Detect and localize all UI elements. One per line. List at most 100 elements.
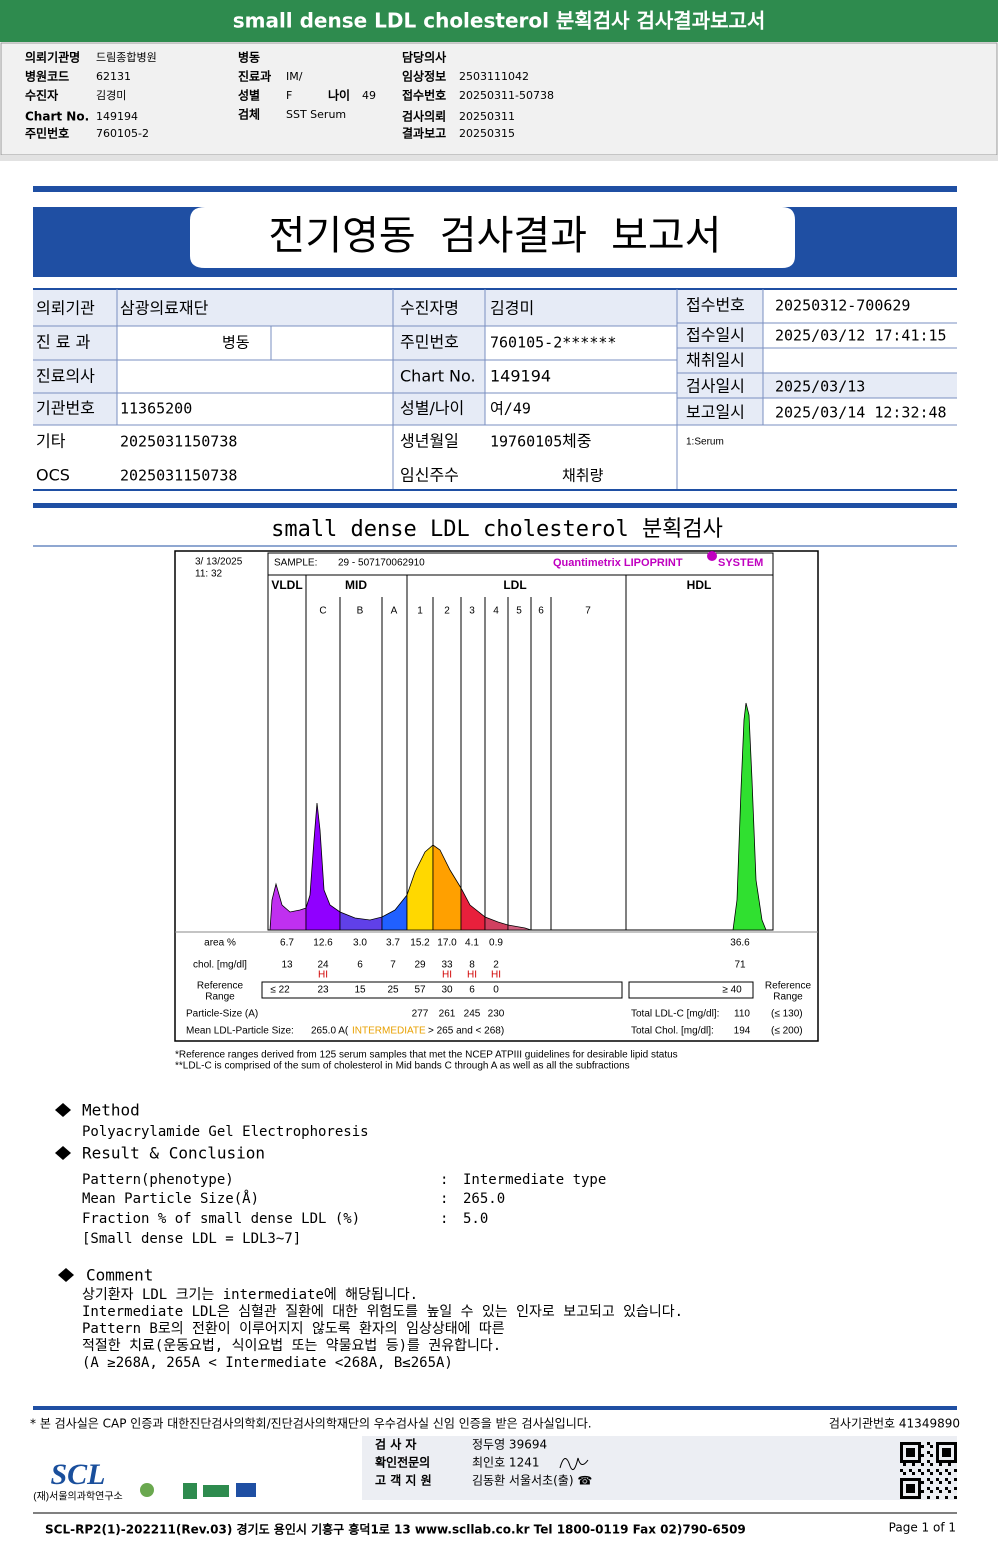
qr-module bbox=[954, 1496, 957, 1499]
reference-value: 25 bbox=[387, 985, 399, 996]
qr-module bbox=[954, 1487, 957, 1490]
qr-module bbox=[912, 1472, 915, 1475]
qr-module bbox=[939, 1490, 942, 1493]
qr-module bbox=[918, 1460, 921, 1463]
band-label: A bbox=[391, 606, 398, 617]
chol-value: 71 bbox=[734, 960, 746, 971]
reference-value: 30 bbox=[441, 985, 453, 996]
table-value: 2025031150738 bbox=[120, 433, 237, 451]
table-grid bbox=[33, 288, 957, 491]
qr-module bbox=[930, 1481, 933, 1484]
qr-module bbox=[900, 1469, 903, 1472]
reference-value: 0 bbox=[493, 985, 499, 996]
qr-module bbox=[921, 1472, 924, 1475]
qr-module bbox=[948, 1442, 951, 1445]
qr-module bbox=[918, 1490, 921, 1493]
qr-module bbox=[903, 1478, 906, 1481]
info-label: 결과보고 bbox=[402, 126, 446, 141]
qr-module bbox=[909, 1487, 912, 1490]
qr-module bbox=[912, 1442, 915, 1445]
qr-module bbox=[903, 1460, 906, 1463]
qr-module bbox=[951, 1442, 954, 1445]
table-value: 20250312-700629 bbox=[775, 297, 910, 315]
qr-module bbox=[936, 1448, 939, 1451]
logo: SCL bbox=[50, 1458, 105, 1491]
qr-module bbox=[945, 1469, 948, 1472]
qr-module bbox=[936, 1457, 939, 1460]
band-label: 7 bbox=[585, 606, 591, 617]
reference-value: ≥ 40 bbox=[722, 985, 742, 996]
brand-mark bbox=[707, 551, 717, 561]
area-value: 15.2 bbox=[410, 938, 430, 949]
qr-module bbox=[921, 1490, 924, 1493]
qr-module bbox=[954, 1451, 957, 1454]
qr-module bbox=[942, 1448, 945, 1451]
info-label: 검사의뢰 bbox=[402, 109, 446, 124]
table-label: 수진자명 bbox=[400, 299, 459, 318]
info-value: 김경미 bbox=[96, 89, 126, 102]
info-value: 20250315 bbox=[459, 127, 515, 140]
qr-module bbox=[954, 1445, 957, 1448]
qr-module bbox=[918, 1481, 921, 1484]
qr-module bbox=[906, 1448, 909, 1451]
particle-size: 230 bbox=[488, 1009, 505, 1020]
qr-module bbox=[936, 1442, 939, 1445]
area-value: 12.6 bbox=[313, 938, 333, 949]
accreditation-logos bbox=[140, 1483, 256, 1499]
table-value: 여/49 bbox=[490, 400, 531, 418]
comment-line: 적절한 치료(운동요법, 식이요법 또는 약물요법 등)를 권유합니다. bbox=[82, 1338, 501, 1354]
table-label: 주민번호 bbox=[400, 333, 459, 352]
staff-name: 최인호 1241 bbox=[472, 1456, 539, 1470]
separator: : bbox=[440, 1211, 448, 1227]
qr-module bbox=[900, 1493, 903, 1496]
qr-module bbox=[900, 1448, 903, 1451]
row-label: Particle-Size (A) bbox=[186, 1009, 258, 1020]
qr-module bbox=[927, 1487, 930, 1490]
staff-role: 검 사 자 bbox=[375, 1437, 416, 1452]
qr-module bbox=[942, 1460, 945, 1463]
qr-module bbox=[918, 1457, 921, 1460]
table-label: 성별/나이 bbox=[400, 399, 464, 418]
qr-module bbox=[942, 1454, 945, 1457]
graph-time: 11: 32 bbox=[195, 569, 222, 580]
band-label: 1 bbox=[417, 606, 423, 617]
info-panel bbox=[0, 42, 998, 156]
qr-module bbox=[903, 1496, 906, 1499]
qr-module bbox=[921, 1454, 924, 1457]
comment-line: 상기환자 LDL 크기는 intermediate에 해당됩니다. bbox=[82, 1287, 418, 1303]
qr-module bbox=[918, 1442, 921, 1445]
qr-module bbox=[945, 1478, 948, 1481]
area-value: 17.0 bbox=[437, 938, 457, 949]
area-value: 3.7 bbox=[386, 938, 400, 949]
row-label: chol. [mg/dl] bbox=[193, 960, 247, 971]
report-title: 전기영동 검사결과 보고서 bbox=[269, 213, 722, 259]
table-value: 2025/03/14 12:32:48 bbox=[775, 404, 947, 422]
institute: (재)서울의과학연구소 bbox=[33, 1491, 122, 1503]
qr-module bbox=[900, 1484, 903, 1487]
qr-module bbox=[909, 1451, 912, 1454]
brand: SYSTEM bbox=[718, 557, 763, 569]
info-label: 수진자 bbox=[25, 88, 58, 103]
table-value: 삼광의료재단 bbox=[120, 299, 209, 318]
total-ref: (≤ 200) bbox=[771, 1026, 803, 1037]
staff-role: 고 객 지 원 bbox=[375, 1473, 432, 1488]
section-title: small dense LDL cholesterol 분획검사 bbox=[271, 517, 723, 542]
band-label: C bbox=[319, 606, 326, 617]
section-heading: Method bbox=[82, 1101, 140, 1120]
qr-module bbox=[906, 1442, 909, 1445]
info-label: Chart No. bbox=[25, 110, 89, 124]
row-label: Mean LDL-Particle Size: bbox=[186, 1026, 294, 1037]
qr-module bbox=[927, 1460, 930, 1463]
band-group: LDL bbox=[503, 578, 526, 592]
table-label: 검사일시 bbox=[686, 377, 745, 396]
qr-module bbox=[945, 1442, 948, 1445]
qr-module bbox=[918, 1445, 921, 1448]
high-flag: HI bbox=[442, 970, 452, 981]
table-label: 기타 bbox=[36, 432, 66, 451]
qr-module bbox=[900, 1457, 903, 1460]
row-label: Total Chol. [mg/dl]: bbox=[631, 1026, 714, 1037]
qr-module bbox=[903, 1442, 906, 1445]
qr-module bbox=[948, 1460, 951, 1463]
info-value: 드림종합병원 bbox=[96, 51, 157, 64]
qr-module bbox=[945, 1451, 948, 1454]
